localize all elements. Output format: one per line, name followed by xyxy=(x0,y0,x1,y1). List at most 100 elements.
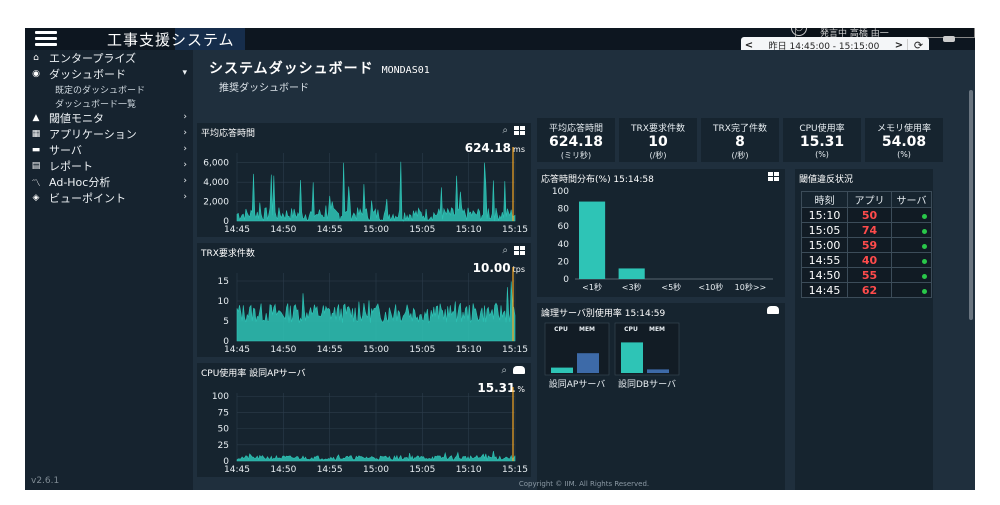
refresh-icon[interactable]: ⟳ xyxy=(907,38,929,52)
scrollbar[interactable] xyxy=(969,90,973,320)
table-row[interactable]: 14:45 62 xyxy=(801,282,932,298)
server-label: 設同APサーバ xyxy=(549,378,606,390)
grid-icon: ▦ xyxy=(31,129,41,139)
sidebar-item-3[interactable]: ダッシュボード一覧 xyxy=(25,96,193,110)
bar-1[interactable] xyxy=(618,268,645,279)
time-range-label[interactable]: 昨日 14:45:00 - 15:15:00 xyxy=(768,41,880,52)
avg-response-chart[interactable]: 0 2,000 4,000 6,000 14:45 14:50 14:55 15:00 15:0… xyxy=(197,123,531,237)
kpi-unit: (/秒) xyxy=(649,151,667,160)
y-tick-label: 60 xyxy=(558,222,570,232)
row-time: 15:00 xyxy=(801,237,848,253)
row-server-status[interactable] xyxy=(891,267,932,283)
response-distribution-panel: 応答時間分布(%) 15:14:58 0 20 40 60 80 100 <1秒 <3秒 <5秒… xyxy=(537,169,785,297)
hamburger-menu-icon[interactable] xyxy=(35,31,57,46)
kpi-label: TRX完了件数 xyxy=(713,124,767,134)
bar-1-cpu[interactable] xyxy=(621,342,643,373)
column-header-server[interactable]: サーバ xyxy=(891,191,932,208)
search-icon[interactable]: ⌕ xyxy=(502,125,508,136)
y-tick-label: 80 xyxy=(558,205,570,215)
sidebar-item-1[interactable]: ◉ ダッシュボード ▾ xyxy=(25,66,193,82)
bar-0[interactable] xyxy=(579,201,606,279)
time-prev-button[interactable]: < xyxy=(744,39,754,51)
table-row[interactable]: 14:50 55 xyxy=(801,267,932,283)
row-app-violations[interactable]: 55 xyxy=(847,267,892,283)
chevron-icon: › xyxy=(183,128,187,138)
avg-response-unit: ms xyxy=(513,145,525,154)
bar-0-cpu[interactable] xyxy=(551,367,573,373)
kpi-memory[interactable]: メモリ使用率 54.08 (%) xyxy=(865,118,943,162)
series-label: MEM xyxy=(579,326,595,333)
x-tick-label: 15:10 xyxy=(456,345,482,355)
sidebar-item-2[interactable]: 既定のダッシュボード xyxy=(25,82,193,96)
kpi-value: 15.31 xyxy=(799,134,845,150)
x-tick-label: <10秒 xyxy=(698,282,723,292)
grid-view-icon[interactable] xyxy=(514,245,525,255)
chevron-icon: › xyxy=(183,176,187,186)
kpi-cpu[interactable]: CPU使用率 15.31 (%) xyxy=(783,118,861,162)
x-tick-label: 14:55 xyxy=(317,345,343,355)
sidebar-item-0[interactable]: ⌂ エンタープライズ xyxy=(25,50,193,66)
table-row[interactable]: 15:10 50 xyxy=(801,207,932,223)
search-icon[interactable]: ⌕ xyxy=(501,365,507,376)
row-server-status[interactable] xyxy=(891,207,932,223)
search-icon[interactable]: ⌕ xyxy=(502,245,508,256)
trx-request-panel: TRX要求件数 ⌕ 10.00 tps 0 5 10 15 14:45 14:50 14:55… xyxy=(197,243,531,357)
kpi-trx-complete[interactable]: TRX完了件数 8 (/秒) xyxy=(701,118,779,162)
chevron-icon: › xyxy=(183,192,187,202)
server-icon[interactable] xyxy=(767,306,779,314)
sidebar-item-label: サーバ xyxy=(49,144,82,157)
x-tick-label: 15:15 xyxy=(502,465,528,475)
grid-view-icon[interactable] xyxy=(514,125,525,135)
y-tick-label: 100 xyxy=(552,187,569,197)
y-tick-label: 25 xyxy=(218,441,229,451)
panel-title: TRX要求件数 xyxy=(201,249,255,259)
row-server-status[interactable] xyxy=(891,237,932,253)
row-app-violations[interactable]: 50 xyxy=(847,207,892,223)
bar-0-mem[interactable] xyxy=(577,353,599,373)
row-app-violations[interactable]: 59 xyxy=(847,237,892,253)
sidebar-item-9[interactable]: ◈ ビューポイント › xyxy=(25,190,193,206)
table-row[interactable]: 14:55 40 xyxy=(801,252,932,268)
bar-1-mem[interactable] xyxy=(647,369,669,373)
x-tick-label: 14:50 xyxy=(270,345,296,355)
table-row[interactable]: 15:00 59 xyxy=(801,237,932,253)
row-server-status[interactable] xyxy=(891,282,932,298)
server-icon[interactable] xyxy=(513,366,525,374)
row-time: 14:50 xyxy=(801,267,848,283)
main-content: システムダッシュボード MONDAS01 推奨ダッシュボード 平均応答時間 ⌕ 6… xyxy=(193,50,975,490)
column-header-app[interactable]: アプリ xyxy=(847,191,892,208)
sidebar-item-4[interactable]: ▲ 閾値モニタ › xyxy=(25,110,193,126)
kpi-avg-response[interactable]: 平均応答時間 624.18 (ミリ秒) xyxy=(537,118,615,162)
cpu-usage-chart[interactable]: 0 25 50 75 100 14:45 14:50 14:55 15:00 15:05 15:10… xyxy=(197,363,531,477)
copyright: Copyright © IIM. All Rights Reserved. xyxy=(518,480,650,488)
y-tick-label: 75 xyxy=(218,408,229,418)
status-ok-icon xyxy=(922,243,927,249)
row-server-status[interactable] xyxy=(891,222,932,238)
grid-view-icon[interactable] xyxy=(768,171,779,181)
sidebar-item-label: ダッシュボード一覧 xyxy=(55,99,137,110)
column-header-time[interactable]: 時刻 xyxy=(801,191,848,208)
page-title: システムダッシュボード xyxy=(209,61,374,77)
sidebar-item-8[interactable]: 〽 Ad-Hoc分析 › xyxy=(25,174,193,190)
violations-panel: 閾値違反状況 時刻 アプリ サーバ 15:10 50 15:05 74 15:00 59 1… xyxy=(795,169,933,490)
logical-server-chart[interactable]: CPU MEM 設同APサーバ CPU MEM 設同DBサーバ xyxy=(537,303,785,413)
cpu-unit: % xyxy=(517,385,525,394)
trx-request-chart[interactable]: 0 5 10 15 14:45 14:50 14:55 15:00 15:05 15:10 15:1… xyxy=(197,243,531,357)
kpi-trx-request[interactable]: TRX要求件数 10 (/秒) xyxy=(619,118,697,162)
row-server-status[interactable] xyxy=(891,252,932,268)
row-app-violations[interactable]: 62 xyxy=(847,282,892,298)
time-next-button[interactable]: > xyxy=(894,39,904,51)
report-icon: ▤ xyxy=(31,161,41,171)
sidebar-item-6[interactable]: ▬ サーバ › xyxy=(25,142,193,158)
y-tick-label: 100 xyxy=(212,392,229,402)
warning-icon: ▲ xyxy=(32,113,40,123)
response-distribution-chart[interactable]: 0 20 40 60 80 100 <1秒 <3秒 <5秒 <10秒 10秒>> xyxy=(537,169,785,297)
status-ok-icon xyxy=(922,213,927,219)
row-app-violations[interactable]: 74 xyxy=(847,222,892,238)
row-app-violations[interactable]: 40 xyxy=(847,252,892,268)
chevron-icon: › xyxy=(183,112,187,122)
table-row[interactable]: 15:05 74 xyxy=(801,222,932,238)
sidebar-item-7[interactable]: ▤ レポート › xyxy=(25,158,193,174)
sidebar-item-5[interactable]: ▦ アプリケーション › xyxy=(25,126,193,142)
x-tick-label: 15:00 xyxy=(363,225,389,235)
